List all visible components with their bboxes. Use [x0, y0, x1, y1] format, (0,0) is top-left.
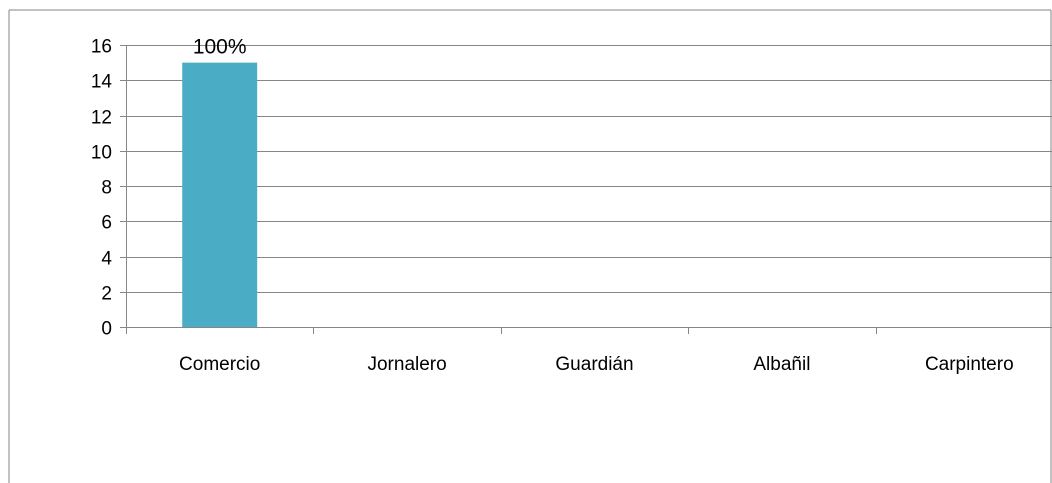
x-category-label: Guardián — [555, 354, 633, 375]
y-tick-label: 2 — [101, 284, 112, 305]
y-tick-label: 10 — [91, 143, 112, 164]
y-tick-label: 16 — [91, 37, 112, 58]
y-tick-label: 12 — [91, 108, 112, 129]
x-category-label: Comercio — [179, 354, 260, 375]
x-category-label: Jornalero — [367, 354, 446, 375]
y-tick-label: 8 — [101, 178, 112, 199]
y-tick-label: 0 — [101, 319, 112, 340]
y-tick-label: 4 — [101, 249, 112, 270]
x-category-label: Carpintero — [925, 354, 1014, 375]
data-label: 100% — [193, 36, 247, 59]
y-tick-label: 6 — [101, 213, 112, 234]
x-category-label: Albañil — [753, 354, 810, 375]
y-tick-label: 14 — [91, 72, 113, 93]
bar-0 — [182, 62, 258, 327]
